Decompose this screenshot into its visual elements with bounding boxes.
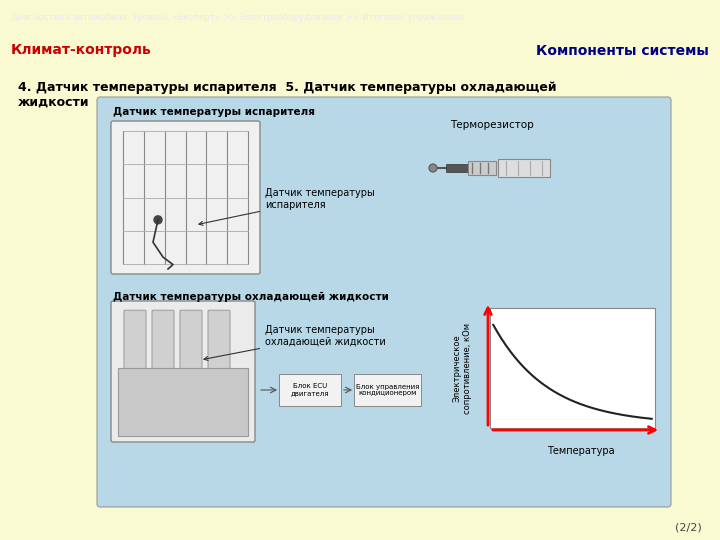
Text: Электрическое
сопротивление, кОм: Электрическое сопротивление, кОм bbox=[452, 322, 472, 414]
Text: Датчик температуры
охладающей жидкости: Датчик температуры охладающей жидкости bbox=[204, 325, 386, 360]
Text: 4. Датчик температуры испарителя  5. Датчик температуры охладающей
жидкости: 4. Датчик температуры испарителя 5. Датч… bbox=[18, 81, 557, 109]
Bar bbox=[490, 308, 655, 428]
FancyBboxPatch shape bbox=[124, 310, 146, 370]
FancyBboxPatch shape bbox=[180, 310, 202, 370]
FancyBboxPatch shape bbox=[111, 121, 260, 274]
Circle shape bbox=[154, 216, 162, 224]
Text: Датчик температуры
испарителя: Датчик температуры испарителя bbox=[199, 188, 374, 225]
FancyBboxPatch shape bbox=[97, 97, 671, 507]
Bar bbox=[468, 161, 496, 175]
FancyBboxPatch shape bbox=[208, 310, 230, 370]
Text: Компоненты системы: Компоненты системы bbox=[536, 44, 709, 58]
Bar bbox=[118, 368, 248, 436]
Text: Блок управления
кондиционером: Блок управления кондиционером bbox=[356, 383, 419, 396]
FancyBboxPatch shape bbox=[111, 301, 255, 442]
Text: Климат-контроль: Климат-контроль bbox=[11, 43, 151, 57]
Text: Датчик температуры охладающей жидкости: Датчик температуры охладающей жидкости bbox=[113, 292, 389, 302]
Text: (2/2): (2/2) bbox=[675, 522, 702, 532]
Bar bbox=[446, 164, 468, 172]
Text: Датчик температуры испарителя: Датчик температуры испарителя bbox=[113, 107, 315, 117]
Text: Температура: Температура bbox=[546, 446, 614, 456]
Text: Диагностика автомобиля. Уровень «Эксперт» >> Электрооборудование >> Итоговое упр: Диагностика автомобиля. Уровень «Эксперт… bbox=[11, 13, 464, 22]
FancyBboxPatch shape bbox=[354, 374, 421, 406]
Bar bbox=[498, 159, 550, 177]
FancyBboxPatch shape bbox=[279, 374, 341, 406]
Text: Блок ECU
двигателя: Блок ECU двигателя bbox=[291, 383, 329, 396]
Text: Терморезистор: Терморезистор bbox=[450, 120, 534, 130]
FancyBboxPatch shape bbox=[152, 310, 174, 370]
Circle shape bbox=[429, 164, 437, 172]
